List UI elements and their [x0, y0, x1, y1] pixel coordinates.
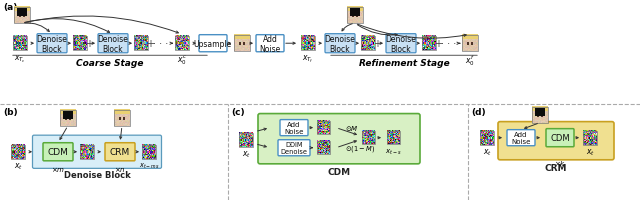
Text: Denoise
Block: Denoise Block [385, 34, 417, 54]
Text: +: + [146, 39, 154, 49]
Text: $x_{t-s}$: $x_{t-s}$ [385, 147, 401, 156]
Text: $x_0^c$: $x_0^c$ [177, 53, 187, 66]
Text: $x_0^f$: $x_0^f$ [465, 53, 475, 68]
Text: $\times k$: $\times k$ [554, 158, 566, 167]
FancyBboxPatch shape [33, 136, 161, 168]
FancyBboxPatch shape [105, 143, 135, 161]
FancyBboxPatch shape [507, 130, 535, 146]
Text: Coarse Stage: Coarse Stage [76, 59, 144, 68]
Text: +: + [373, 39, 381, 49]
Text: Add
Noise: Add Noise [259, 34, 280, 54]
Text: $x_t$: $x_t$ [586, 147, 595, 157]
Text: · · ·: · · · [442, 39, 456, 49]
Text: $x_t$: $x_t$ [13, 161, 22, 171]
Text: +: + [85, 39, 93, 49]
Text: Denoise Block: Denoise Block [63, 170, 131, 179]
Text: $\times m$: $\times m$ [51, 164, 65, 173]
Text: Refinement Stage: Refinement Stage [358, 59, 449, 68]
Text: Add
Noise: Add Noise [284, 122, 304, 134]
FancyBboxPatch shape [43, 143, 73, 161]
Text: $\odot M$: $\odot M$ [345, 124, 359, 132]
FancyBboxPatch shape [258, 114, 420, 164]
Text: Upsample: Upsample [194, 40, 232, 48]
FancyBboxPatch shape [98, 34, 128, 53]
FancyBboxPatch shape [278, 140, 310, 156]
Text: (c): (c) [231, 107, 244, 116]
Text: DDIM
Denoise: DDIM Denoise [280, 142, 307, 154]
Text: · · ·: · · · [154, 39, 168, 49]
FancyBboxPatch shape [280, 120, 308, 136]
Text: +: + [434, 39, 442, 49]
Text: (a): (a) [3, 3, 17, 12]
Text: $x_t$: $x_t$ [483, 147, 492, 157]
Text: Denoise
Block: Denoise Block [97, 34, 129, 54]
FancyBboxPatch shape [386, 34, 416, 53]
FancyBboxPatch shape [199, 35, 227, 52]
Text: $x_{T_f}$: $x_{T_f}$ [302, 53, 314, 64]
FancyBboxPatch shape [498, 122, 614, 160]
Text: $\odot(1-M)$: $\odot(1-M)$ [345, 143, 375, 153]
Text: CDM: CDM [550, 134, 570, 142]
FancyBboxPatch shape [546, 129, 574, 147]
Text: CRM: CRM [545, 163, 567, 172]
Text: CDM: CDM [328, 167, 351, 176]
Text: $x_{T_c}$: $x_{T_c}$ [14, 53, 26, 64]
Text: $\times n$: $\times n$ [114, 164, 126, 173]
Text: (d): (d) [471, 107, 486, 116]
Text: (b): (b) [3, 107, 18, 116]
Text: Denoise
Block: Denoise Block [324, 34, 355, 54]
Text: $x_t$: $x_t$ [241, 149, 250, 159]
FancyBboxPatch shape [256, 35, 284, 52]
Text: CRM: CRM [110, 148, 130, 156]
FancyBboxPatch shape [37, 34, 67, 53]
Text: Add
Noise: Add Noise [511, 132, 531, 144]
Text: $x_{t-ms}$: $x_{t-ms}$ [139, 161, 159, 170]
Text: Denoise
Block: Denoise Block [36, 34, 67, 54]
FancyBboxPatch shape [325, 34, 355, 53]
Text: CDM: CDM [47, 148, 68, 156]
